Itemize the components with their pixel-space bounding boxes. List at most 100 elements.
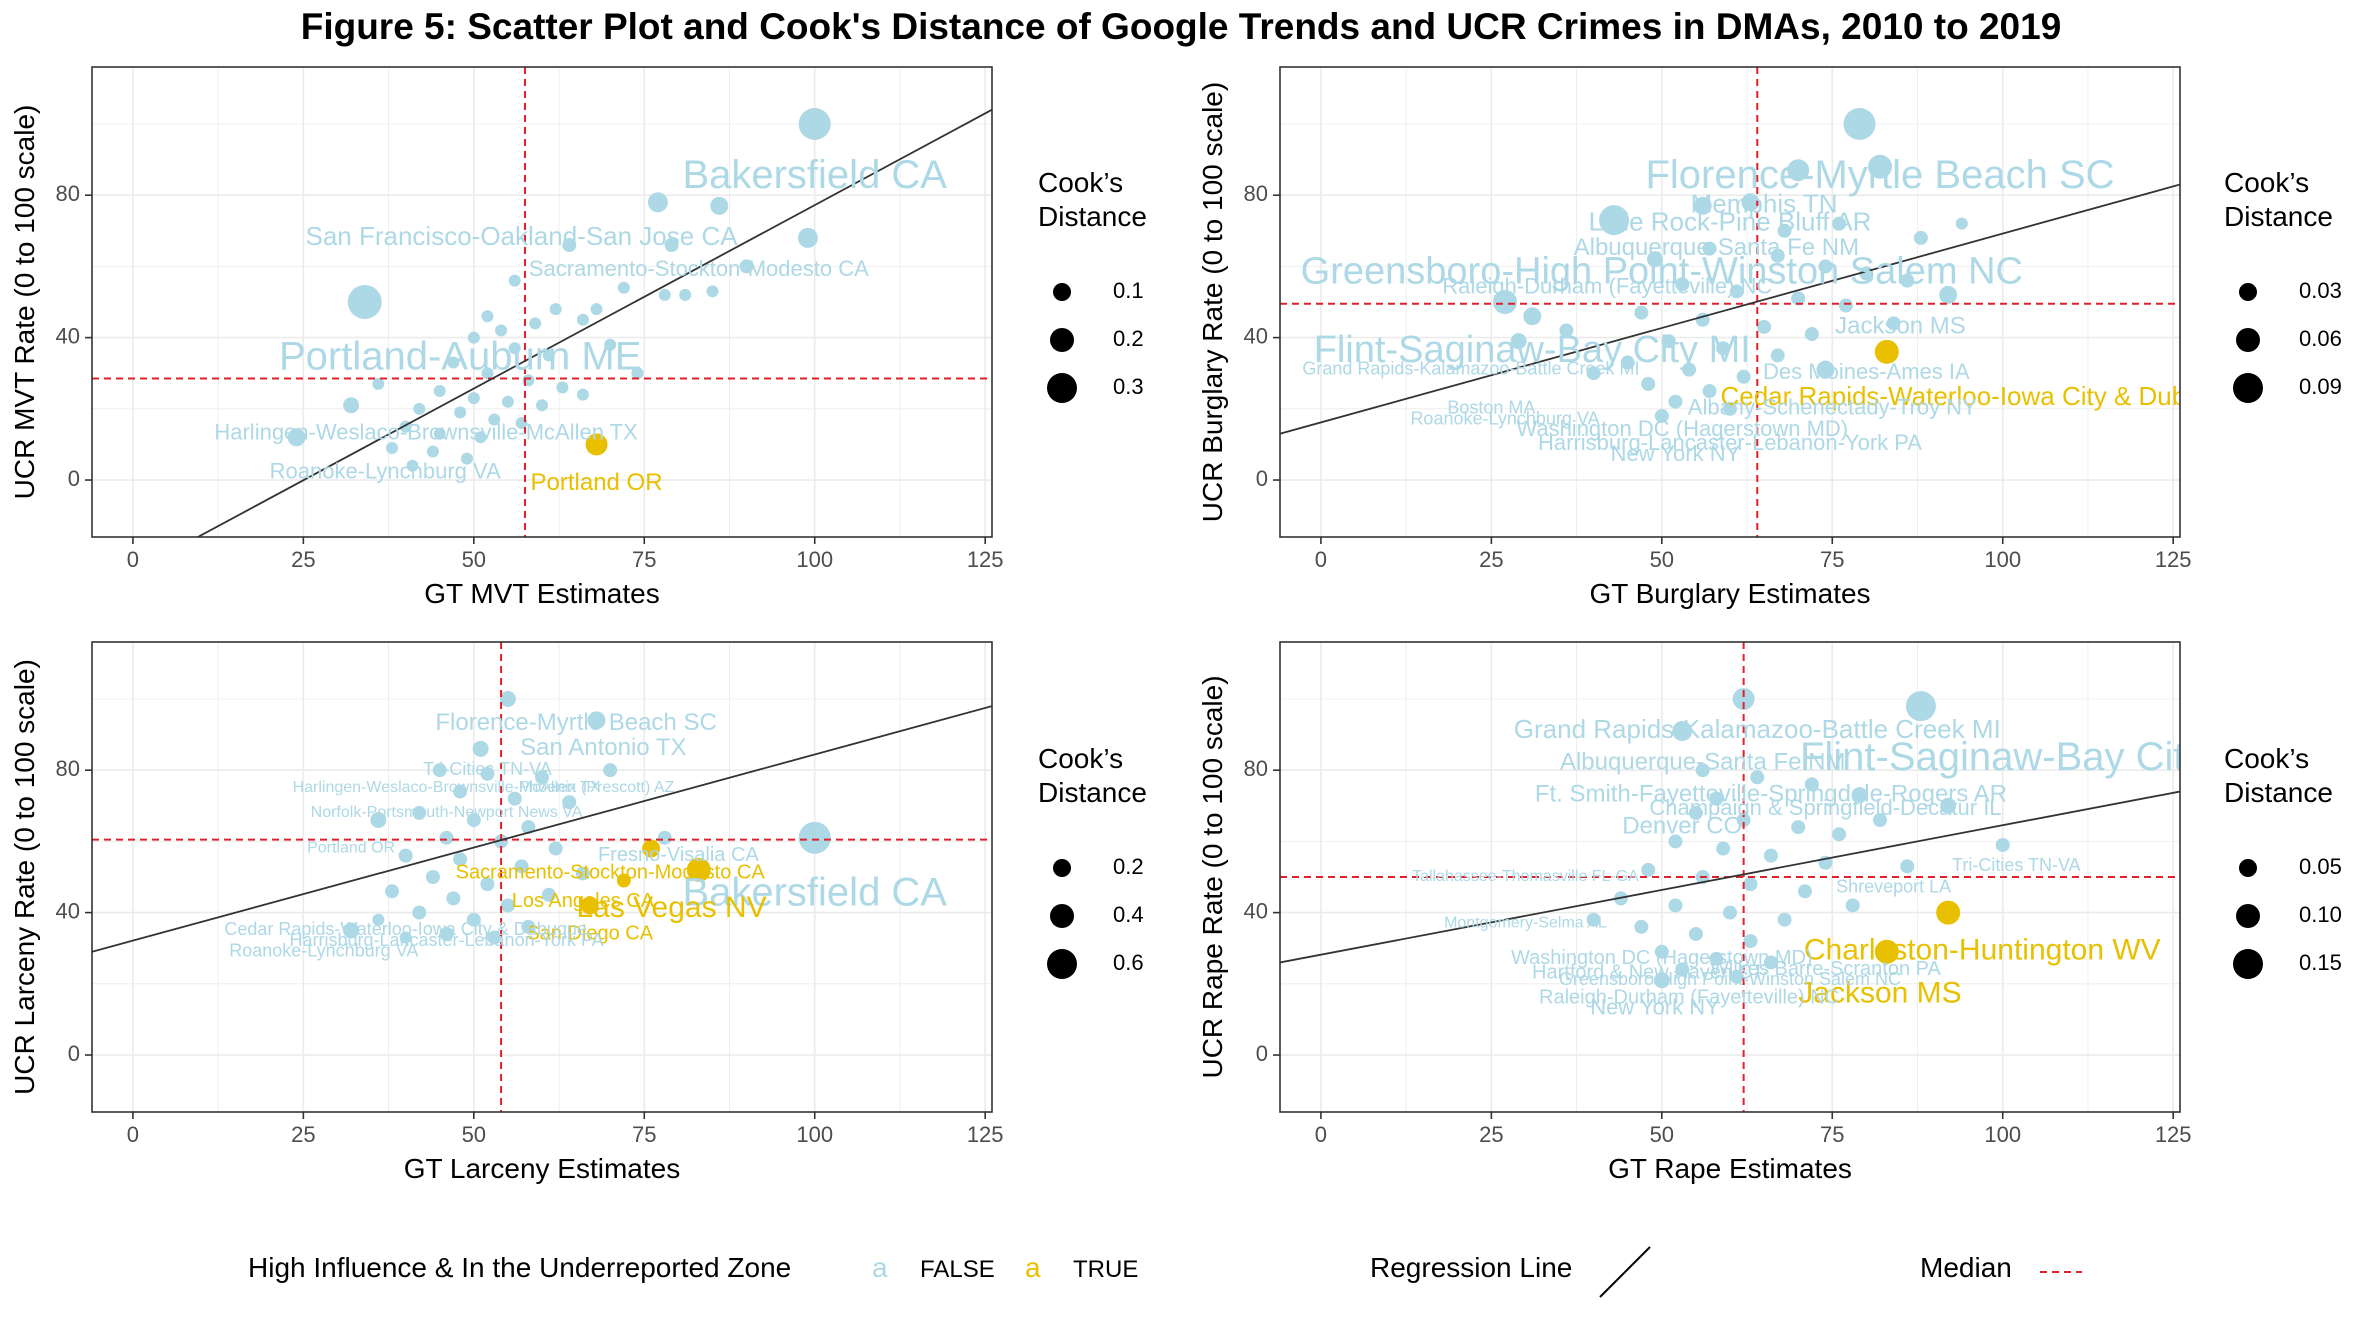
data-point — [1838, 298, 1853, 313]
data-point — [658, 288, 671, 301]
point-label: Greensboro-High Point-Winston Salem NC — [1301, 251, 2023, 293]
data-point — [575, 866, 590, 881]
point-label: Roanoke-Lynchburg VA — [270, 459, 501, 484]
data-point — [1693, 196, 1712, 215]
x-tick-label: 125 — [967, 1122, 1004, 1147]
panel-border — [91, 641, 993, 1113]
point-label: Albuquerque-Santa Fe NM — [1574, 234, 1860, 261]
data-point — [1741, 193, 1760, 212]
point-label: Greensboro-High Point-Winston Salem NC — [1559, 969, 1901, 989]
data-point — [590, 303, 603, 316]
data-point — [487, 930, 502, 945]
data-point — [1634, 919, 1649, 934]
size-legend-value: 0.3 — [1113, 374, 1144, 399]
bottom-legend: High Influence & In the Underreported Zo… — [0, 1252, 2362, 1292]
data-point — [1668, 898, 1683, 913]
data-point — [467, 392, 480, 405]
data-point — [1709, 791, 1724, 806]
x-tick-label: 100 — [1984, 1122, 2021, 1147]
x-tick-label: 75 — [632, 1122, 656, 1147]
size-legend-key — [1053, 283, 1071, 301]
data-point-highlight — [585, 433, 608, 456]
data-point — [664, 238, 679, 253]
data-point — [439, 926, 454, 941]
data-point — [481, 367, 494, 380]
point-label: New York NY — [1590, 995, 1720, 1020]
data-point — [466, 912, 481, 927]
point-label: Flint-Saginaw-Bay City MI — [1314, 329, 1751, 371]
grid — [1280, 67, 2180, 537]
size-legend-title: Cook’s — [2224, 167, 2309, 198]
data-point — [508, 274, 521, 287]
plot-area: Bakersfield CA Portland-Auburn ME San Fran… — [92, 67, 992, 537]
point-label: Champaign & Springfield-Decatur IL — [1649, 795, 2001, 820]
grid — [92, 642, 992, 1112]
x-tick-label: 0 — [1315, 1122, 1327, 1147]
data-point — [562, 238, 577, 253]
point-label: Harrisburg-Lancaster-Lebanon-York PA — [289, 930, 603, 950]
data-point — [1702, 241, 1717, 256]
point-label-highlight: Cedar Rapids-Waterloo-Iowa City & Dubuqu… — [1720, 381, 2244, 411]
data-point — [529, 317, 542, 330]
data-point — [1559, 323, 1574, 338]
data-point — [425, 870, 440, 884]
size-legend-key — [1050, 904, 1074, 928]
data-point — [542, 349, 555, 362]
y-tick-label: 40 — [1244, 323, 1268, 348]
x-tick-label: 100 — [796, 1122, 833, 1147]
point-label: Harrisburg-Lancaster-Lebanon-York PA — [1538, 430, 1922, 455]
x-axis-label: GT Larceny Estimates — [404, 1153, 680, 1184]
data-point — [1791, 291, 1806, 306]
data-point — [1939, 285, 1958, 304]
data-point — [1845, 898, 1860, 913]
grid — [92, 67, 992, 537]
data-point — [798, 821, 831, 854]
data-point — [541, 887, 556, 902]
data-point — [398, 848, 413, 863]
point-label: Roanoke-Lynchburg VA — [229, 941, 418, 961]
data-point — [1832, 827, 1847, 842]
data-point — [1675, 962, 1690, 977]
size-legend-title: Distance — [1038, 201, 1147, 232]
data-point — [556, 381, 569, 394]
regression-line — [195, 108, 992, 537]
data-point — [587, 711, 606, 730]
x-tick-label: 0 — [1315, 547, 1327, 572]
data-point — [413, 402, 426, 415]
point-label: Hartford & New Haven CT — [1532, 961, 1764, 983]
data-point — [1695, 763, 1710, 778]
y-tick-label: 40 — [56, 898, 80, 923]
data-point — [446, 891, 461, 906]
data-point — [1770, 248, 1785, 263]
size-legend-key — [1047, 949, 1077, 979]
x-axis-label: GT MVT Estimates — [424, 578, 659, 609]
data-point-highlight — [1936, 900, 1961, 925]
data-point — [472, 740, 489, 757]
data-point — [1634, 305, 1649, 320]
size-legend-value: 0.4 — [1113, 902, 1144, 927]
data-point — [1736, 813, 1751, 828]
data-point — [576, 388, 589, 401]
x-tick-label: 100 — [796, 547, 833, 572]
data-point — [1672, 721, 1693, 742]
fill-legend-true: TRUE — [1073, 1256, 1139, 1283]
point-label: Shreveport LA — [1836, 876, 1951, 896]
point-label: Washington DC (Hagerstown MD) — [1511, 947, 1813, 969]
point-label: Tallahassee-Thomasville FL-GA — [1412, 868, 1639, 885]
data-point — [1816, 360, 1835, 379]
data-point — [1804, 777, 1819, 792]
data-point — [412, 805, 427, 820]
data-point — [1709, 951, 1724, 966]
data-point — [1787, 159, 1810, 182]
size-legend-key — [2236, 904, 2260, 928]
data-point — [467, 331, 480, 344]
regression-line — [1280, 790, 2180, 964]
x-tick-label: 75 — [1820, 547, 1844, 572]
plot-area: Florence-Myrtle Beach SC Greensboro-High … — [1280, 67, 2244, 537]
point-label: Washington DC (Hagerstown MD) — [1516, 416, 1848, 441]
y-axis-label: UCR Larceny Rate (0 to 100 scale) — [9, 659, 40, 1095]
